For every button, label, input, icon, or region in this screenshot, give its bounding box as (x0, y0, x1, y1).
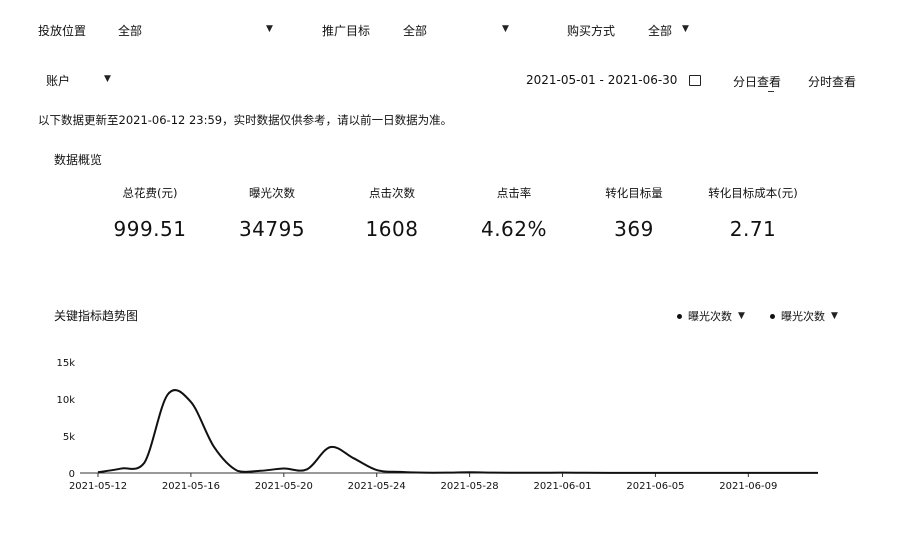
x-tick-label: 2021-05-16 (162, 481, 220, 492)
promo-goal-filter-label: 推广目标 (322, 24, 371, 38)
x-tick-label: 2021-05-24 (348, 481, 406, 492)
trend-chart: 0 5k 10k 15k 2021-05-12 2021-05-16 2021-05-20… (56, 358, 818, 492)
y-tick-label: 5k (63, 432, 75, 443)
y-tick-label: 0 (69, 469, 75, 480)
x-tick-label: 2021-05-20 (255, 481, 313, 492)
placement-dropdown-chevron-icon[interactable]: ▼ (266, 24, 273, 34)
placement-filter-value[interactable]: 全部 (118, 24, 143, 38)
legend-metric-1-chevron-icon[interactable]: ▼ (738, 311, 745, 321)
legend-dot-icon (677, 313, 682, 319)
kpi-label-conversion-cost: 转化目标成本(元) (708, 186, 798, 200)
purchase-method-filter-label: 购买方式 (567, 24, 616, 38)
data-update-notice: 以下数据更新至2021-06-12 23:59，实时数据仅供参考，请以前一日数据… (38, 113, 453, 127)
kpi-label-total-cost: 总花费(元) (122, 186, 178, 200)
legend-metric-2-label: 曝光次数 (781, 310, 825, 323)
account-filter-label[interactable]: 账户 (46, 74, 71, 88)
tab-hourly-view[interactable]: 分时查看 (808, 75, 857, 89)
promo-goal-filter-value[interactable]: 全部 (403, 24, 428, 38)
legend-dot-icon (770, 313, 775, 319)
kpi-label-ctr: 点击率 (496, 186, 532, 200)
legend-metric-2-selector[interactable]: 曝光次数 ▼ (770, 308, 838, 324)
kpi-value-conversion-cost: 2.71 (729, 217, 777, 241)
purchase-method-dropdown-chevron-icon[interactable]: ▼ (682, 24, 689, 34)
active-tab-indicator (768, 91, 774, 92)
date-range-picker[interactable]: 2021-05-01 - 2021-06-30 (526, 73, 678, 87)
x-tick-label: 2021-05-28 (441, 481, 499, 492)
kpi-label-conversions: 转化目标量 (605, 186, 663, 200)
x-tick-label: 2021-06-09 (719, 481, 777, 492)
x-tick-label: 2021-05-12 (69, 481, 127, 492)
kpi-value-clicks: 1608 (365, 217, 419, 241)
x-tick-label: 2021-06-05 (626, 481, 684, 492)
legend-metric-1-label: 曝光次数 (688, 310, 732, 323)
x-axis: 2021-05-12 2021-05-16 2021-05-20 2021-05-24… (69, 473, 777, 492)
account-dropdown-chevron-icon[interactable]: ▼ (104, 74, 111, 84)
y-tick-label: 15k (56, 358, 75, 369)
kpi-label-impressions: 曝光次数 (249, 186, 295, 200)
tab-daily-view[interactable]: 分日查看 (733, 75, 782, 89)
x-tick-label: 2021-06-01 (533, 481, 591, 492)
y-axis: 0 5k 10k 15k (56, 358, 75, 480)
kpi-value-total-cost: 999.51 (113, 217, 187, 241)
overview-section-title: 数据概览 (54, 153, 103, 167)
placement-filter-label: 投放位置 (38, 24, 87, 38)
calendar-icon[interactable] (689, 75, 701, 86)
kpi-value-conversions: 369 (614, 217, 654, 241)
kpi-value-ctr: 4.62% (480, 217, 548, 241)
impressions-series-line (97, 389, 818, 474)
legend-metric-2-chevron-icon[interactable]: ▼ (831, 311, 838, 321)
legend-metric-1-selector[interactable]: 曝光次数 ▼ (677, 308, 745, 324)
y-tick-label: 10k (56, 395, 75, 406)
trend-chart-title: 关键指标趋势图 (54, 309, 139, 323)
kpi-value-impressions: 34795 (238, 217, 306, 241)
purchase-method-filter-value[interactable]: 全部 (648, 24, 673, 38)
promo-goal-dropdown-chevron-icon[interactable]: ▼ (502, 24, 509, 34)
kpi-label-clicks: 点击次数 (369, 186, 415, 200)
